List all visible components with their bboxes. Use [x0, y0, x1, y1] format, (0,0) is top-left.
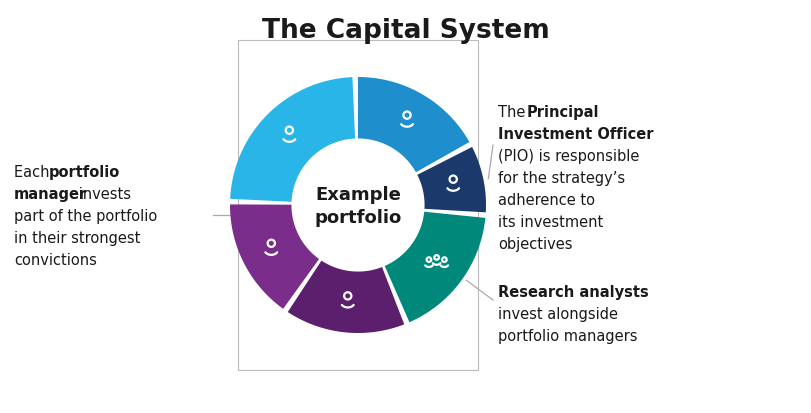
Polygon shape: [358, 77, 470, 172]
Polygon shape: [418, 147, 486, 212]
Text: portfolio: portfolio: [315, 209, 401, 227]
Text: for the strategy’s: for the strategy’s: [498, 171, 625, 186]
Polygon shape: [288, 261, 404, 333]
Polygon shape: [384, 212, 485, 322]
Text: manager: manager: [14, 187, 88, 202]
Text: Investment Officer: Investment Officer: [498, 127, 654, 142]
Text: objectives: objectives: [498, 237, 573, 252]
Text: Example: Example: [315, 186, 401, 204]
Text: Principal: Principal: [527, 105, 599, 120]
Text: in their strongest: in their strongest: [14, 231, 140, 246]
Polygon shape: [230, 77, 355, 202]
Text: part of the portfolio: part of the portfolio: [14, 209, 157, 224]
Text: The Capital System: The Capital System: [262, 18, 549, 44]
Text: portfolio: portfolio: [49, 165, 120, 180]
Text: Research analysts: Research analysts: [498, 285, 649, 300]
Text: (PIO) is responsible: (PIO) is responsible: [498, 149, 639, 164]
Text: portfolio managers: portfolio managers: [498, 329, 637, 344]
Bar: [238, 40, 478, 370]
Circle shape: [294, 140, 423, 270]
Text: adherence to: adherence to: [498, 193, 595, 208]
Text: its investment: its investment: [498, 215, 603, 230]
Text: invest alongside: invest alongside: [498, 307, 618, 322]
Text: invests: invests: [74, 187, 131, 202]
Text: Each: Each: [14, 165, 54, 180]
Polygon shape: [230, 204, 319, 309]
Text: convictions: convictions: [14, 253, 97, 268]
Text: The: The: [498, 105, 530, 120]
